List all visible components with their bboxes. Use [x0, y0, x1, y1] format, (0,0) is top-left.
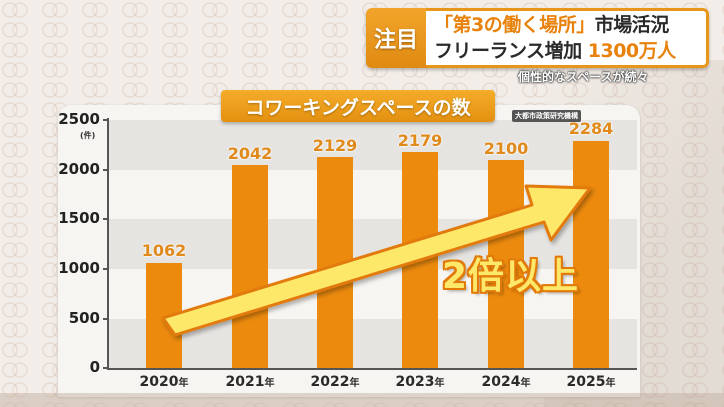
- bar-value-label: 2042: [227, 144, 273, 163]
- caption-line-1-accent: 「第3の働く場所」: [434, 14, 595, 36]
- caption-line-2-rest: フリーランス増加: [434, 40, 588, 62]
- chart-title: コワーキングスペースの数: [221, 90, 495, 122]
- source-label: 大都市政策研究機構: [512, 110, 581, 122]
- bar-value-label: 2284: [568, 119, 614, 138]
- caption-line-1: 「第3の働く場所」市場活況: [434, 12, 698, 38]
- bottom-shade: [0, 393, 724, 407]
- y-tick-label: 0: [89, 358, 100, 376]
- bar-value-label: 2129: [312, 136, 358, 155]
- news-caption: 注目 「第3の働く場所」市場活況 フリーランス増加 1300万人: [366, 8, 709, 68]
- y-tick: [103, 169, 108, 171]
- bar-value-label: 1062: [141, 241, 187, 260]
- x-tick-label: 2023年: [395, 374, 445, 390]
- y-tick: [103, 367, 108, 369]
- caption-subtitle: 個性的なスペースが続々: [518, 70, 649, 84]
- x-tick-label: 2020年: [139, 374, 189, 390]
- caption-body: 「第3の働く場所」市場活況 フリーランス増加 1300万人: [426, 8, 709, 68]
- bar-2021: [232, 165, 268, 368]
- caption-line-2-accent: 1300万人: [587, 40, 676, 62]
- y-tick-label: 1500: [58, 209, 100, 227]
- x-tick-label: 2024年: [481, 374, 531, 390]
- bar-value-label: 2100: [483, 139, 529, 158]
- x-tick-label: 2021年: [225, 374, 275, 390]
- y-tick-label: 500: [68, 309, 100, 327]
- y-tick: [103, 268, 108, 270]
- bar-2024: [488, 160, 524, 368]
- y-tick: [103, 119, 108, 121]
- y-tick: [103, 318, 108, 320]
- y-axis: [107, 118, 109, 370]
- bar-value-label: 2179: [397, 131, 443, 150]
- x-tick-label: 2022年: [310, 374, 360, 390]
- x-axis: [107, 368, 637, 370]
- caption-line-1-rest: 市場活況: [594, 14, 670, 36]
- callout-label: 2倍以上: [442, 256, 580, 297]
- y-axis-unit: (件): [80, 131, 96, 140]
- caption-line-2: フリーランス増加 1300万人: [434, 38, 698, 64]
- bar-2025: [573, 141, 609, 368]
- y-tick: [103, 218, 108, 220]
- grid-band: [109, 120, 637, 170]
- y-tick-label: 2500: [58, 110, 100, 128]
- caption-tag: 注目: [366, 8, 426, 68]
- x-tick-label: 2025年: [566, 374, 616, 390]
- y-tick-label: 1000: [58, 259, 100, 277]
- y-tick-label: 2000: [58, 160, 100, 178]
